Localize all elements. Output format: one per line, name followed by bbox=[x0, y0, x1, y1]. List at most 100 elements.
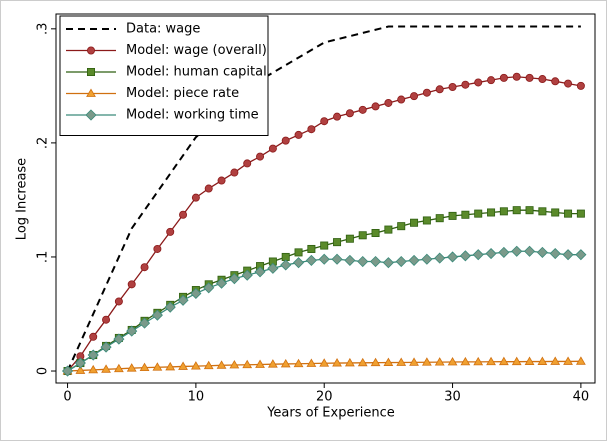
data-point bbox=[294, 248, 303, 257]
data-point bbox=[241, 269, 253, 281]
data-point bbox=[371, 229, 380, 238]
data-point bbox=[575, 356, 586, 365]
data-point bbox=[498, 356, 509, 366]
data-point bbox=[511, 245, 523, 257]
data-point bbox=[333, 238, 342, 247]
data-point bbox=[564, 209, 573, 218]
data-point bbox=[178, 361, 188, 370]
data-point bbox=[576, 209, 585, 218]
legend-marker bbox=[85, 109, 97, 121]
data-point bbox=[369, 255, 382, 268]
data-point bbox=[384, 225, 393, 234]
data-point bbox=[203, 360, 214, 370]
data-point bbox=[410, 92, 419, 101]
data-point bbox=[254, 266, 266, 278]
data-point bbox=[422, 216, 431, 225]
data-point bbox=[435, 85, 444, 94]
legend-label: Model: wage (overall) bbox=[126, 43, 267, 58]
data-point bbox=[551, 208, 560, 217]
data-point bbox=[537, 356, 548, 365]
data-point bbox=[89, 332, 98, 341]
data-point bbox=[165, 361, 176, 371]
x-tick-label: 30 bbox=[444, 390, 461, 405]
data-point bbox=[345, 109, 354, 118]
data-point bbox=[190, 361, 201, 370]
y-tick-label: .1 bbox=[36, 251, 51, 263]
data-point bbox=[88, 364, 99, 374]
data-point bbox=[230, 168, 239, 177]
data-point bbox=[190, 287, 202, 300]
data-point bbox=[358, 231, 367, 240]
data-point bbox=[267, 359, 278, 368]
data-point bbox=[126, 363, 137, 372]
data-point bbox=[563, 356, 573, 365]
data-point bbox=[164, 301, 176, 313]
data-point bbox=[305, 254, 317, 266]
data-point bbox=[151, 309, 163, 321]
data-point bbox=[152, 362, 163, 371]
data-point bbox=[101, 364, 111, 373]
legend-label: Model: human capital bbox=[126, 65, 267, 80]
data-point bbox=[267, 262, 279, 274]
data-point bbox=[499, 207, 508, 216]
data-point bbox=[333, 112, 342, 121]
data-point bbox=[435, 214, 444, 223]
data-point bbox=[409, 357, 419, 366]
data-point bbox=[448, 211, 457, 220]
data-point bbox=[499, 73, 508, 82]
x-tick-label: 10 bbox=[188, 390, 205, 405]
legend-marker bbox=[87, 46, 96, 55]
data-point bbox=[371, 102, 380, 111]
data-point bbox=[538, 75, 547, 84]
data-point bbox=[410, 218, 419, 227]
data-point bbox=[332, 358, 342, 367]
data-point bbox=[525, 206, 534, 215]
data-point bbox=[331, 253, 343, 265]
data-point bbox=[408, 254, 420, 266]
data-point bbox=[549, 247, 561, 260]
data-point bbox=[75, 365, 86, 374]
data-point bbox=[229, 359, 240, 369]
data-point bbox=[421, 357, 432, 366]
data-point bbox=[474, 78, 483, 87]
data-point bbox=[422, 88, 431, 97]
data-point bbox=[191, 193, 200, 202]
data-point bbox=[357, 357, 368, 367]
data-point bbox=[448, 83, 457, 92]
data-point bbox=[345, 234, 354, 243]
data-point bbox=[139, 362, 150, 372]
data-point bbox=[74, 357, 86, 369]
data-point bbox=[551, 77, 560, 86]
legend-marker bbox=[87, 68, 96, 77]
data-point bbox=[228, 273, 240, 285]
legend-label: Model: working time bbox=[126, 108, 259, 123]
data-point bbox=[487, 76, 496, 85]
data-point bbox=[100, 341, 112, 353]
data-point bbox=[256, 152, 265, 161]
data-point bbox=[460, 356, 471, 366]
data-point bbox=[344, 357, 355, 367]
data-point bbox=[216, 360, 227, 369]
data-point bbox=[511, 356, 522, 366]
data-point bbox=[127, 280, 136, 289]
data-point bbox=[217, 176, 226, 185]
data-point bbox=[461, 210, 470, 219]
data-point bbox=[384, 98, 393, 107]
data-point bbox=[319, 358, 330, 367]
data-point bbox=[382, 257, 394, 269]
data-point bbox=[113, 363, 124, 373]
data-point bbox=[113, 333, 125, 345]
data-point bbox=[280, 259, 292, 271]
data-point bbox=[536, 246, 548, 258]
data-point bbox=[114, 297, 123, 306]
data-point bbox=[204, 184, 213, 193]
data-point bbox=[203, 282, 215, 294]
data-point bbox=[459, 250, 471, 262]
data-point bbox=[306, 358, 317, 367]
data-point bbox=[512, 72, 521, 81]
data-point bbox=[562, 249, 574, 261]
data-point bbox=[397, 222, 406, 231]
data-point bbox=[215, 277, 228, 289]
data-point bbox=[358, 105, 367, 114]
data-point bbox=[550, 356, 561, 365]
